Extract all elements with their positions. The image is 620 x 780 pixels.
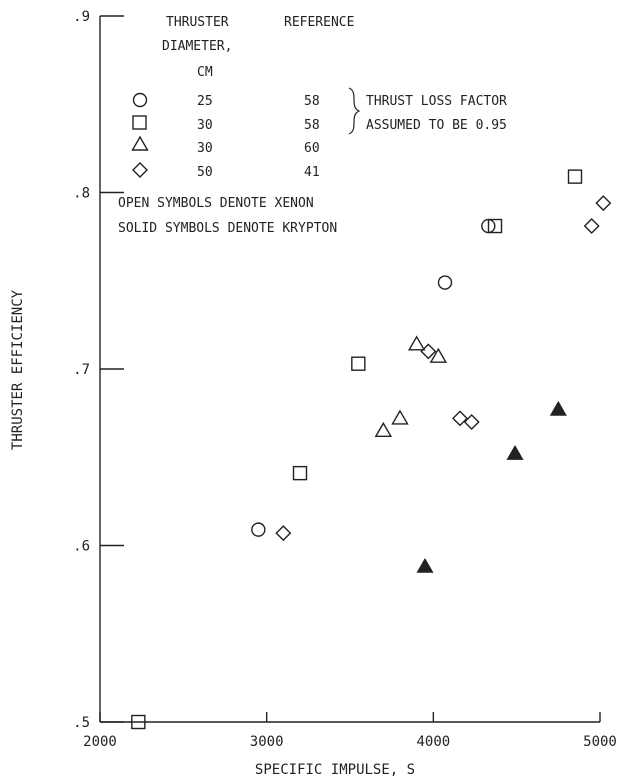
axis-ticks: .5 .6 .7 .8 .9 2000 3000 4000 5000	[73, 9, 617, 750]
legend-reference-1: 58	[304, 118, 320, 133]
open-triangle-point	[374, 421, 393, 437]
legend-triangle-icon	[131, 135, 149, 151]
legend-header-diameter: DIAMETER,	[162, 39, 232, 54]
open-diamond-point	[420, 343, 437, 360]
brace-note-line-2: ASSUMED TO BE 0.95	[366, 118, 507, 133]
y-tick-label: .6	[73, 539, 90, 555]
y-tick-label: .8	[73, 186, 90, 202]
brace-icon	[348, 87, 361, 135]
legend-header-cm: CM	[197, 65, 213, 80]
x-tick-label: 3000	[250, 734, 284, 750]
solid-triangle-point	[416, 557, 434, 573]
x-tick-label: 5000	[583, 734, 617, 750]
open-diamond-point	[452, 410, 468, 427]
y-tick-label: .5	[73, 715, 90, 731]
solid-triangle-point	[549, 400, 567, 416]
y-axis-label: THRUSTER EFFICIENCY	[10, 289, 26, 450]
note-solid-symbols: SOLID SYMBOLS DENOTE KRYPTON	[118, 221, 337, 236]
open-triangle-point	[407, 335, 426, 351]
legend-diamond-icon	[132, 162, 148, 178]
y-tick-label: .9	[73, 9, 90, 25]
legend-square-icon	[132, 115, 147, 130]
open-diamond-point	[275, 525, 292, 542]
open-square-point	[351, 356, 366, 371]
legend-reference-3: 41	[304, 165, 320, 180]
legend-diameter-2: 30	[197, 141, 213, 156]
legend-circle-icon	[132, 92, 148, 108]
x-tick-label: 2000	[83, 734, 117, 750]
open-diamond-point	[595, 195, 612, 212]
open-circle-point	[251, 522, 266, 537]
note-open-symbols: OPEN SYMBOLS DENOTE XENON	[118, 196, 314, 211]
data-points	[131, 169, 612, 730]
solid-triangle-point	[506, 445, 524, 460]
legend-reference-2: 60	[304, 141, 320, 156]
legend-diameter-1: 30	[197, 118, 213, 133]
legend: THRUSTER DIAMETER, CM REFERENCE 25 30 30…	[118, 15, 507, 236]
open-square-point	[487, 218, 503, 234]
legend-diameter-0: 25	[197, 94, 213, 109]
legend-header-thruster: THRUSTER	[166, 15, 229, 30]
open-square-point	[131, 714, 146, 730]
x-axis-label: SPECIFIC IMPULSE, S	[255, 762, 415, 778]
open-triangle-point	[429, 347, 448, 363]
open-square-point	[292, 465, 308, 481]
open-diamond-point	[583, 218, 600, 235]
open-circle-point	[437, 275, 453, 290]
legend-header-reference: REFERENCE	[284, 15, 354, 30]
x-tick-label: 4000	[416, 734, 450, 750]
open-square-point	[567, 169, 583, 184]
open-diamond-point	[463, 413, 480, 430]
y-tick-label: .7	[73, 362, 90, 378]
legend-reference-0: 58	[304, 94, 320, 109]
legend-diameter-3: 50	[197, 165, 213, 180]
brace-note-line-1: THRUST LOSS FACTOR	[366, 94, 507, 109]
open-triangle-point	[391, 409, 409, 425]
